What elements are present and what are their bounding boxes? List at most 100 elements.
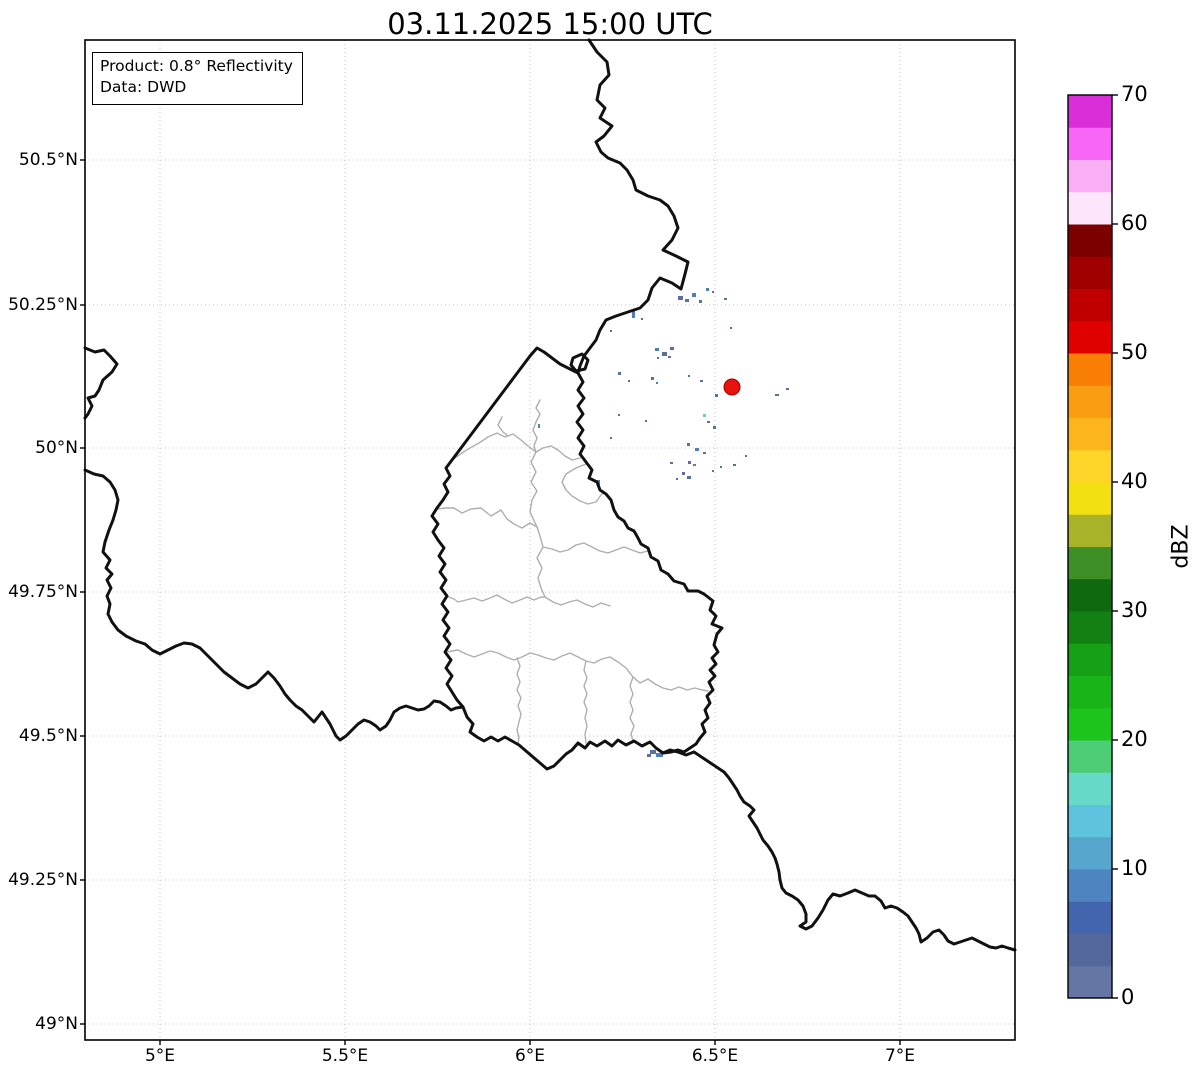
radar-echo-pixel [724,298,727,300]
colorbar-band [1068,95,1112,128]
colorbar-tick-label: 40 [1121,469,1148,493]
radar-echo-pixel [715,394,718,397]
y-tick-label: 49.5°N [18,726,78,746]
radar-echo-pixel [695,448,699,451]
y-tick-label: 50.5°N [18,150,78,170]
canton-link-b [532,399,541,453]
radar-echo-pixel [706,288,709,291]
x-tick-label: 5.5°E [321,1046,369,1066]
canton-vianden [561,463,605,505]
radar-echo-pixel [700,380,703,382]
canton-wiltz-south [436,507,538,529]
radar-echo-pixel [538,424,540,428]
radar-echo-pixel [651,377,654,380]
colorbar-band [1068,417,1112,451]
radar-echo-pixel [668,356,671,358]
colorbar-band [1068,578,1112,612]
colorbar-band [1068,320,1112,354]
france-belgium-border-a [83,346,119,420]
radar-echo-pixel [688,461,691,464]
colorbar-band [1068,836,1112,870]
radar-echo-pixel [733,464,736,466]
radar-echo-pixel [656,753,663,757]
radar-echo-pixel [670,462,673,464]
radar-site-marker [723,378,741,396]
radar-echo-pixel [632,310,635,318]
radar-echo-pixel [685,299,689,302]
vennbahn-enclave [569,352,590,373]
colorbar-band [1068,449,1112,483]
info-product-line: Product: 0.8° Reflectivity [100,57,293,75]
x-tick-label: 6°E [514,1046,546,1066]
radar-echo-pixel [775,394,779,396]
radar-echo-pixel [693,464,696,466]
colorbar-band [1068,804,1112,838]
radar-echo-pixel [687,443,690,446]
france-belgium-border-b [83,468,465,742]
luxembourg-outline [430,346,724,771]
colorbar-tick-label: 20 [1121,727,1148,751]
radar-echo-pixel [618,414,620,416]
colorbar-band [1068,385,1112,418]
radar-echo-pixel [662,352,667,356]
colorbar-band [1068,127,1112,160]
colorbar-band [1068,772,1112,805]
radar-echo-pixel [703,452,706,454]
colorbar-band [1068,159,1112,193]
radar-echo-pixel [655,348,659,351]
canton-link-a [497,416,509,437]
radar-echo-pixel [730,327,732,329]
radar-echo-pixel [707,421,710,423]
colorbar-band [1068,901,1112,934]
colorbar-band [1068,224,1112,257]
colorbar-tick-label: 30 [1121,598,1148,622]
colorbar-band [1068,643,1112,676]
radar-echo-pixel [610,437,612,439]
radar-echo-pixel [688,375,690,377]
y-tick-label: 50.25°N [8,295,78,315]
info-data-line: Data: DWD [100,78,187,97]
colorbar-tick-label: 60 [1121,211,1148,235]
radar-echo-pixel [641,318,643,320]
radar-echo-pixel [676,478,678,480]
colorbar-tick-label: 0 [1121,985,1135,1009]
radar-echo-pixel [678,296,683,300]
radar-echo-pixel [720,466,722,468]
y-tick-label: 49.25°N [8,870,78,890]
radar-echo-pixel [645,420,647,422]
canton-mersch-south [445,594,611,608]
y-tick-label: 50°N [35,438,78,458]
radar-echo-pixel [687,476,691,479]
colorbar-band [1068,611,1112,644]
radar-echo-pixel [712,470,714,472]
colorbar-band [1068,740,1112,773]
colorbar-band [1068,933,1112,967]
info-box: Product: 0.8° Reflectivity Data: DWD [92,52,303,105]
radar-echo-pixel [713,426,716,429]
y-tick-label: 49.75°N [8,582,78,602]
radar-echo-pixel [745,455,747,457]
radar-echo-pixel [656,382,658,384]
colorbar-band [1068,675,1112,709]
radar-echo-pixel [712,291,714,293]
colorbar-band [1068,869,1112,902]
colorbar-band [1068,546,1112,580]
france-germany-border [661,748,1017,952]
plot-frame [84,39,1016,1041]
radar-echo-pixel [650,750,656,754]
canton-capital-north [445,649,709,692]
colorbar-axis-label: dBZ [1146,511,1202,581]
x-tick-label: 6.5°E [691,1046,739,1066]
plot-title: 03.11.2025 15:00 UTC [387,7,713,41]
canton-wiltz-east [529,451,546,598]
radar-echo-pixel [699,300,702,303]
colorbar-band [1068,965,1112,999]
x-tick-label: 5°E [144,1046,176,1066]
radar-echo-pixel [610,330,612,332]
canton-clervaux-south [451,432,581,461]
radar-echo-pixel [647,754,651,757]
colorbar-band [1068,256,1112,289]
colorbar-band [1068,191,1112,225]
